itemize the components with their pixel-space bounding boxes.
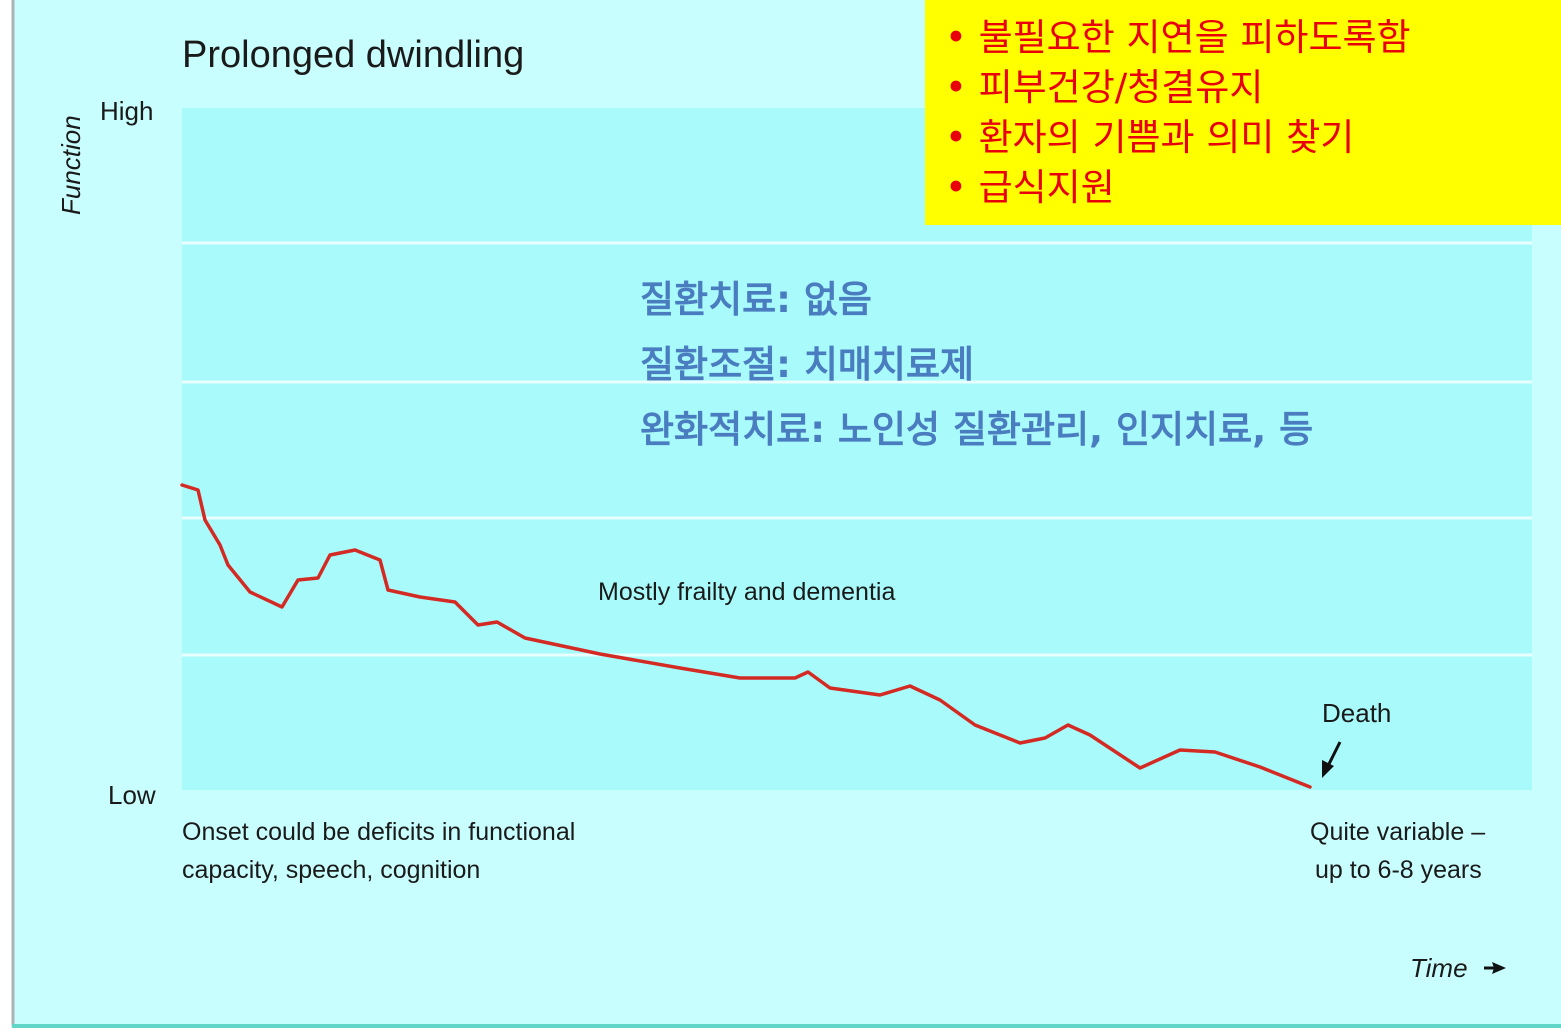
trajectory-curve	[180, 483, 1312, 789]
care-item: • 불필요한 지연을 피하도록함	[945, 16, 1411, 59]
left-margin	[0, 0, 12, 1034]
yellow-box	[925, 0, 1561, 225]
treatment-line: 질환치료: 없음	[640, 278, 872, 321]
time-arrow	[1484, 962, 1506, 974]
onset-line: Onset could be deficits in functional	[182, 818, 575, 846]
arrow-shaft	[1326, 741, 1342, 767]
care-item: • 환자의 기쁨과 의미 찾기	[945, 116, 1354, 159]
care-item: • 피부건강/청결유지	[945, 66, 1263, 109]
death-arrow	[1322, 741, 1342, 778]
title: Prolonged dwindling	[182, 34, 524, 76]
arrow-head	[1492, 962, 1506, 974]
arrow-head	[1322, 760, 1334, 778]
y-high: High	[100, 96, 153, 126]
duration-line: up to 6-8 years	[1315, 856, 1482, 884]
y-low: Low	[108, 780, 156, 810]
bottom-margin	[0, 1028, 1561, 1034]
x-axis-label: Time	[1410, 953, 1468, 983]
death-label: Death	[1322, 698, 1391, 728]
treatment-line: 완화적치료: 노인성 질환관리, 인지치료, 등	[640, 408, 1313, 451]
center-annotation: Mostly frailty and dementia	[598, 578, 895, 606]
care-item: • 급식지원	[945, 166, 1115, 209]
duration-line: Quite variable –	[1310, 818, 1485, 846]
treatment-line: 질환조절: 치매치료제	[640, 343, 974, 386]
y-axis-label: Function	[56, 115, 86, 215]
onset-line: capacity, speech, cognition	[182, 856, 480, 884]
